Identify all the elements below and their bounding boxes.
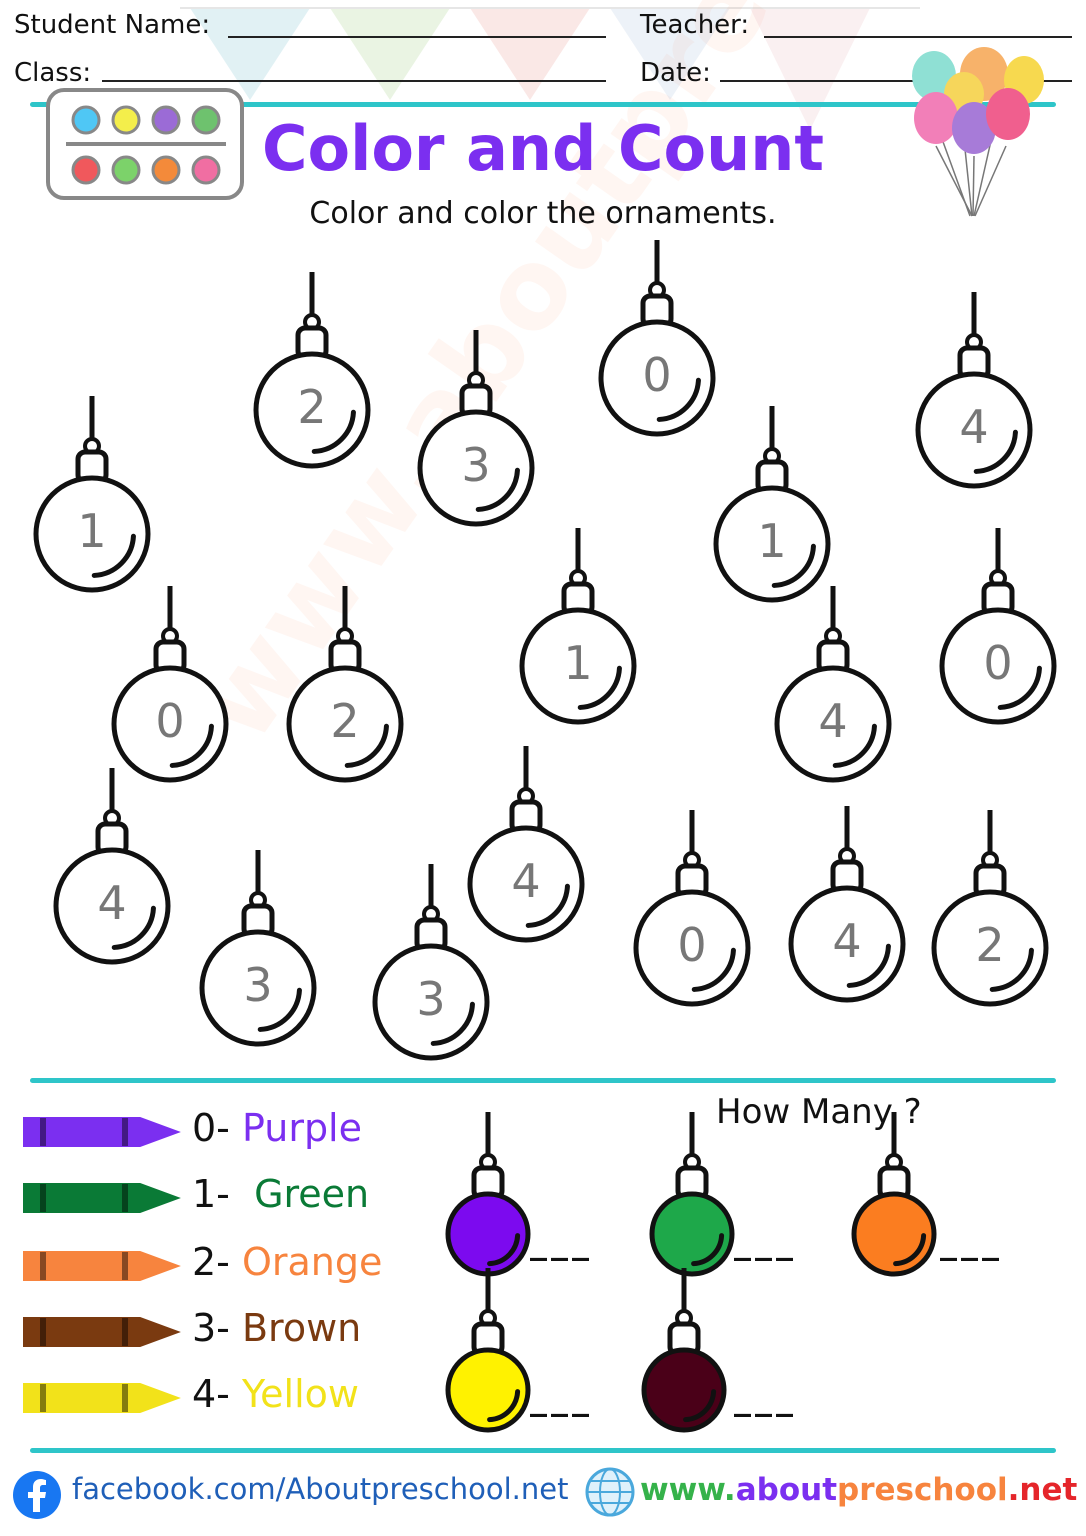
ornament-number: 0 bbox=[642, 348, 672, 402]
ornament-number: 1 bbox=[563, 636, 593, 690]
site-about: about bbox=[735, 1472, 838, 1508]
key-number: 0- bbox=[192, 1106, 230, 1150]
ornament-number: 0 bbox=[155, 694, 185, 748]
ornament[interactable]: 4 bbox=[50, 768, 174, 968]
ornament-number: 3 bbox=[461, 438, 491, 492]
swatch-ornament bbox=[848, 1112, 940, 1280]
page-instructions: Color and color the ornaments. bbox=[309, 196, 777, 231]
section-rule bbox=[30, 1078, 1056, 1083]
ornament-number: 4 bbox=[959, 400, 989, 454]
answer-blank[interactable]: ___ bbox=[734, 1222, 797, 1262]
ornament-number: 1 bbox=[757, 514, 787, 568]
ornament-number: 4 bbox=[818, 694, 848, 748]
answer-blank[interactable]: ___ bbox=[530, 1222, 593, 1262]
ornament-number: 0 bbox=[677, 918, 707, 972]
facebook-link[interactable]: facebook.com/Aboutpreschool.net bbox=[72, 1472, 569, 1506]
ornament-number: 3 bbox=[243, 958, 273, 1012]
student-name-label: Student Name: bbox=[14, 10, 211, 40]
footer-rule bbox=[30, 1448, 1056, 1453]
ornament[interactable]: 1 bbox=[710, 406, 834, 606]
bunting-decoration bbox=[180, 7, 920, 130]
key-color-name: Brown bbox=[241, 1306, 362, 1350]
ornament-number: 0 bbox=[983, 636, 1013, 690]
ornament-number: 3 bbox=[416, 972, 446, 1026]
ornament[interactable]: 2 bbox=[283, 586, 407, 786]
ornament[interactable]: 0 bbox=[936, 528, 1060, 728]
date-label: Date: bbox=[640, 58, 711, 88]
swatch-ornament bbox=[638, 1268, 730, 1436]
ornament-number: 4 bbox=[97, 876, 127, 930]
key-number: 4- bbox=[192, 1372, 230, 1416]
swatch-ornament bbox=[442, 1112, 534, 1280]
ornament-number: 2 bbox=[975, 918, 1005, 972]
ornament-number: 4 bbox=[832, 914, 862, 968]
key-number: 3- bbox=[192, 1306, 230, 1350]
website-link[interactable]: www.aboutpreschool.net bbox=[640, 1472, 1077, 1508]
site-preschool: preschool bbox=[837, 1472, 1008, 1508]
ornament[interactable]: 4 bbox=[912, 292, 1036, 492]
site-prefix: www. bbox=[640, 1472, 736, 1508]
class-field[interactable] bbox=[102, 80, 606, 82]
ornament[interactable]: 3 bbox=[414, 330, 538, 530]
ornament-number: 1 bbox=[77, 504, 107, 558]
date-field[interactable] bbox=[720, 80, 1072, 82]
paint-palette-icon bbox=[46, 88, 244, 200]
site-net: .net bbox=[1007, 1472, 1078, 1508]
balloons-icon bbox=[912, 47, 1044, 217]
swatch-ornament bbox=[646, 1112, 738, 1280]
key-color-name: Yellow bbox=[241, 1372, 359, 1416]
header-rule bbox=[30, 102, 1056, 107]
ornament[interactable]: 1 bbox=[516, 528, 640, 728]
ornament-number: 2 bbox=[297, 380, 327, 434]
key-color-name: Purple bbox=[241, 1106, 362, 1150]
teacher-label: Teacher: bbox=[640, 10, 750, 40]
teacher-field[interactable] bbox=[764, 36, 1072, 38]
class-label: Class: bbox=[14, 58, 92, 88]
ornament[interactable]: 4 bbox=[771, 586, 895, 786]
answer-blank[interactable]: ___ bbox=[940, 1222, 1003, 1262]
key-number: 2- bbox=[192, 1240, 230, 1284]
key-color-name: Green bbox=[254, 1172, 370, 1216]
globe-icon bbox=[585, 1467, 635, 1517]
student-name-field[interactable] bbox=[228, 36, 606, 38]
ornament[interactable]: 2 bbox=[928, 810, 1052, 1010]
facebook-icon bbox=[13, 1471, 61, 1519]
ornament[interactable]: 0 bbox=[595, 240, 719, 440]
ornament[interactable]: 4 bbox=[464, 746, 588, 946]
ornament[interactable]: 0 bbox=[630, 810, 754, 1010]
ornament[interactable]: 3 bbox=[196, 850, 320, 1050]
key-color-name: Orange bbox=[241, 1240, 383, 1284]
ornament[interactable]: 4 bbox=[785, 806, 909, 1006]
ornament-number: 4 bbox=[511, 854, 541, 908]
how-many-heading: How Many ? bbox=[716, 1092, 922, 1132]
ornament[interactable]: 0 bbox=[108, 586, 232, 786]
ornament[interactable]: 3 bbox=[369, 864, 493, 1064]
answer-blank[interactable]: ___ bbox=[734, 1378, 797, 1418]
ornament-number: 2 bbox=[330, 694, 360, 748]
page-title: Color and Count bbox=[261, 112, 825, 185]
ornament[interactable]: 1 bbox=[30, 396, 154, 596]
key-number: 1- bbox=[192, 1172, 230, 1216]
swatch-ornament bbox=[442, 1268, 534, 1436]
answer-blank[interactable]: ___ bbox=[530, 1378, 593, 1418]
ornament[interactable]: 2 bbox=[250, 272, 374, 472]
